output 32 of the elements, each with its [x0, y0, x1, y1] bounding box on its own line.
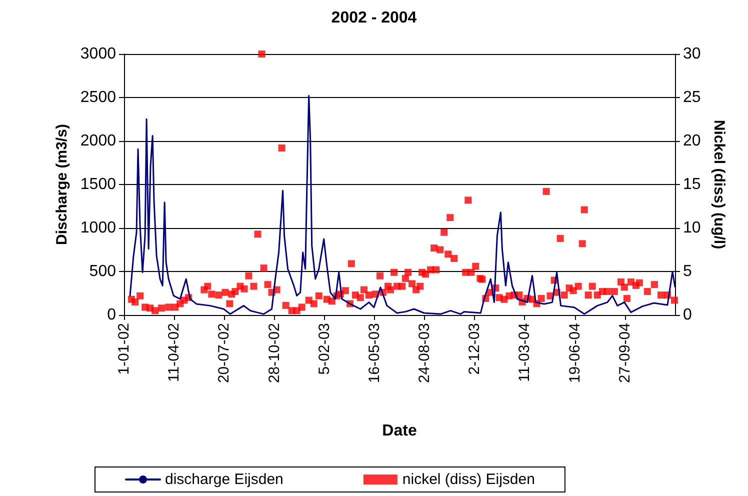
legend-label: nickel (diss) Eijsden — [402, 471, 535, 488]
x-tick-label: 19-06-04 — [566, 323, 584, 384]
y-tick-label: 0 — [107, 306, 116, 324]
x-tick-label: 5-02-03 — [316, 323, 333, 375]
y-tick-label: 1500 — [80, 176, 116, 193]
y2-tick-label: 25 — [683, 89, 701, 106]
x-axis-title: Date — [382, 422, 417, 440]
line-series — [129, 95, 676, 315]
x-tick-label: 27-09-04 — [616, 323, 634, 384]
y-tick-label: 2500 — [80, 89, 116, 106]
y2-axis-title: Nickel (diss) (ug/l) — [710, 120, 728, 250]
x-tick-label: 20-07-02 — [216, 323, 233, 384]
y2-tick-label: 10 — [683, 220, 701, 236]
y-tick-label: 500 — [89, 263, 116, 280]
y-axis-title: Discharge (m3/s) — [54, 124, 71, 245]
x-tick-label: 11-04-02 — [166, 323, 183, 382]
x-tick-label: 1-01-02 — [116, 323, 132, 375]
y2-tick-label: 5 — [683, 263, 692, 280]
x-tick-label: 2-12-03 — [466, 323, 484, 375]
legend-label: discharge Eijsden — [165, 471, 284, 488]
y2-tick-label: 30 — [683, 46, 701, 62]
x-tick-label: 28-10-02 — [266, 323, 283, 384]
x-tick-label: 16-05-03 — [366, 323, 383, 384]
chart-title: 2002 - 2004 — [331, 10, 417, 26]
x-tick-label: 24-08-03 — [416, 323, 434, 384]
y2-tick-label: 15 — [683, 176, 701, 193]
y2-tick-label: 0 — [683, 306, 692, 324]
y-tick-label: 1000 — [80, 220, 116, 236]
y2-tick-label: 20 — [683, 132, 701, 150]
y-tick-label: 3000 — [80, 46, 116, 62]
y-tick-label: 2000 — [80, 132, 116, 150]
x-tick-label: 11-03-04 — [516, 323, 534, 382]
